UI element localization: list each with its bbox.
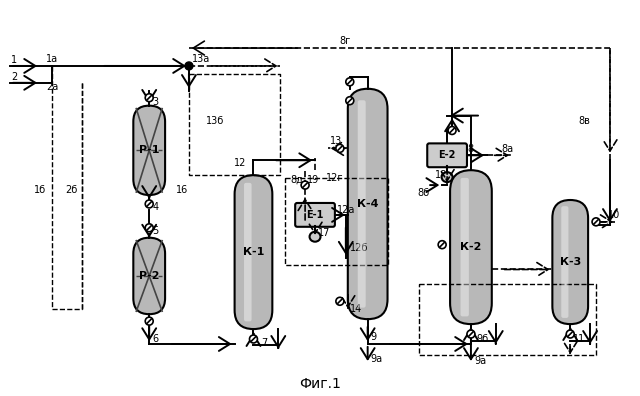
Circle shape xyxy=(145,317,153,325)
Circle shape xyxy=(346,78,354,86)
Text: Е-1: Е-1 xyxy=(307,210,324,220)
Text: 1б: 1б xyxy=(34,185,46,195)
Ellipse shape xyxy=(442,172,452,182)
Circle shape xyxy=(336,145,344,152)
Text: 9б: 9б xyxy=(476,334,488,344)
Text: 12: 12 xyxy=(234,158,246,168)
Text: 13а: 13а xyxy=(192,54,210,64)
FancyBboxPatch shape xyxy=(358,100,365,308)
FancyBboxPatch shape xyxy=(295,203,335,227)
Text: 8а: 8а xyxy=(502,145,514,154)
FancyBboxPatch shape xyxy=(428,143,467,167)
Text: 12г: 12г xyxy=(326,173,344,183)
Text: 11: 11 xyxy=(573,334,586,344)
Text: 2а: 2а xyxy=(46,82,58,92)
Text: 10: 10 xyxy=(608,210,620,220)
Text: 2: 2 xyxy=(11,72,17,82)
Text: 5: 5 xyxy=(152,226,159,236)
Circle shape xyxy=(438,241,446,249)
Text: К-2: К-2 xyxy=(460,242,482,252)
Text: Р-2: Р-2 xyxy=(139,271,159,281)
Text: 16: 16 xyxy=(176,185,188,195)
Circle shape xyxy=(566,330,574,338)
Text: 19: 19 xyxy=(307,175,319,185)
Ellipse shape xyxy=(310,232,321,242)
Circle shape xyxy=(448,126,456,135)
FancyBboxPatch shape xyxy=(133,106,165,195)
Text: К-1: К-1 xyxy=(243,247,264,257)
Circle shape xyxy=(185,62,193,70)
Text: К-3: К-3 xyxy=(559,257,581,267)
Text: 1а: 1а xyxy=(46,54,58,64)
FancyBboxPatch shape xyxy=(561,206,568,318)
Text: 9а: 9а xyxy=(371,354,383,364)
Text: 1: 1 xyxy=(11,55,17,65)
Text: Е-2: Е-2 xyxy=(438,150,456,160)
Text: 7: 7 xyxy=(261,338,268,348)
Text: 6: 6 xyxy=(152,334,158,344)
Text: 18: 18 xyxy=(435,170,447,180)
Text: 4: 4 xyxy=(152,202,158,212)
Text: 13: 13 xyxy=(330,136,342,147)
Circle shape xyxy=(467,330,475,338)
Text: 9: 9 xyxy=(371,332,377,342)
FancyBboxPatch shape xyxy=(450,170,492,324)
Text: 8б: 8б xyxy=(417,188,429,198)
Text: Р-1: Р-1 xyxy=(139,145,159,155)
Text: 8д: 8д xyxy=(290,175,303,185)
Text: 8: 8 xyxy=(467,145,473,154)
Text: 12а: 12а xyxy=(337,205,355,215)
FancyBboxPatch shape xyxy=(244,183,252,322)
Circle shape xyxy=(145,94,153,102)
Text: 8г: 8г xyxy=(340,36,351,46)
Text: 3: 3 xyxy=(152,97,158,107)
Circle shape xyxy=(145,200,153,208)
Text: 13б: 13б xyxy=(206,116,224,126)
Text: К-4: К-4 xyxy=(357,199,378,209)
Circle shape xyxy=(346,97,354,105)
Text: 8в: 8в xyxy=(578,116,590,126)
Circle shape xyxy=(301,181,309,189)
FancyBboxPatch shape xyxy=(461,178,469,316)
Text: Фиг.1: Фиг.1 xyxy=(299,377,341,391)
Circle shape xyxy=(592,218,600,226)
Text: 12б: 12б xyxy=(350,243,368,253)
Circle shape xyxy=(145,224,153,232)
FancyBboxPatch shape xyxy=(133,238,165,314)
Text: 9а: 9а xyxy=(474,356,486,366)
FancyBboxPatch shape xyxy=(348,89,388,319)
Text: 14: 14 xyxy=(350,304,362,314)
Text: 2б: 2б xyxy=(65,185,77,195)
Circle shape xyxy=(336,297,344,305)
FancyBboxPatch shape xyxy=(552,200,588,324)
FancyBboxPatch shape xyxy=(235,175,273,329)
Text: 17: 17 xyxy=(318,228,330,238)
Circle shape xyxy=(250,335,257,343)
